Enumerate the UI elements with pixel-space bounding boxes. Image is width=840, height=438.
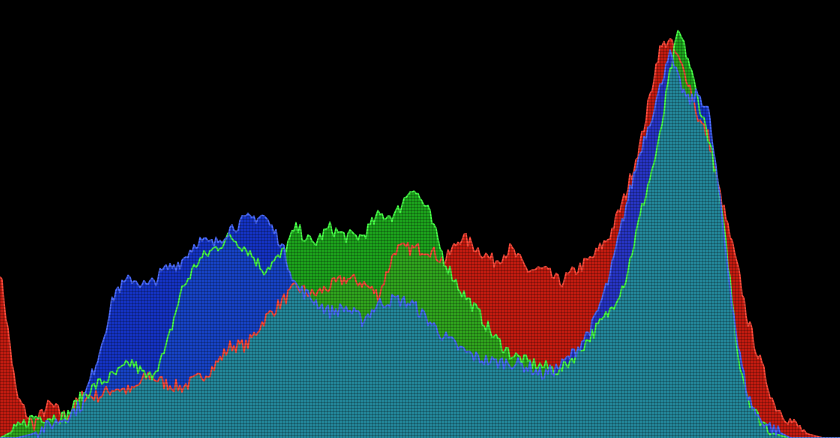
- screen-pixel-texture: [0, 0, 840, 438]
- rgb-histogram: [0, 0, 840, 438]
